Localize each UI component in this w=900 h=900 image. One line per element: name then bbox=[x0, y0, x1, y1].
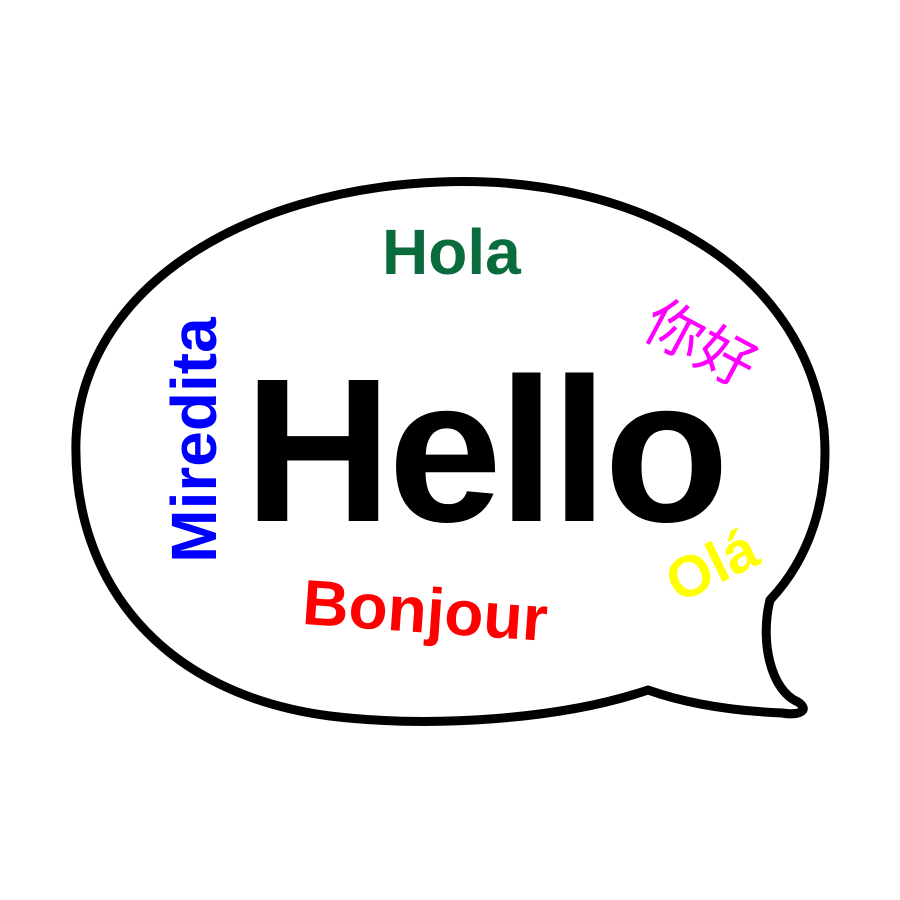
speech-bubble-outline bbox=[71, 177, 830, 726]
word-hola: Hola bbox=[382, 216, 521, 288]
word-bonjour: Bonjour bbox=[300, 566, 550, 655]
word-miredita: Miredita bbox=[158, 317, 230, 563]
word-hello: Hello bbox=[244, 336, 729, 565]
